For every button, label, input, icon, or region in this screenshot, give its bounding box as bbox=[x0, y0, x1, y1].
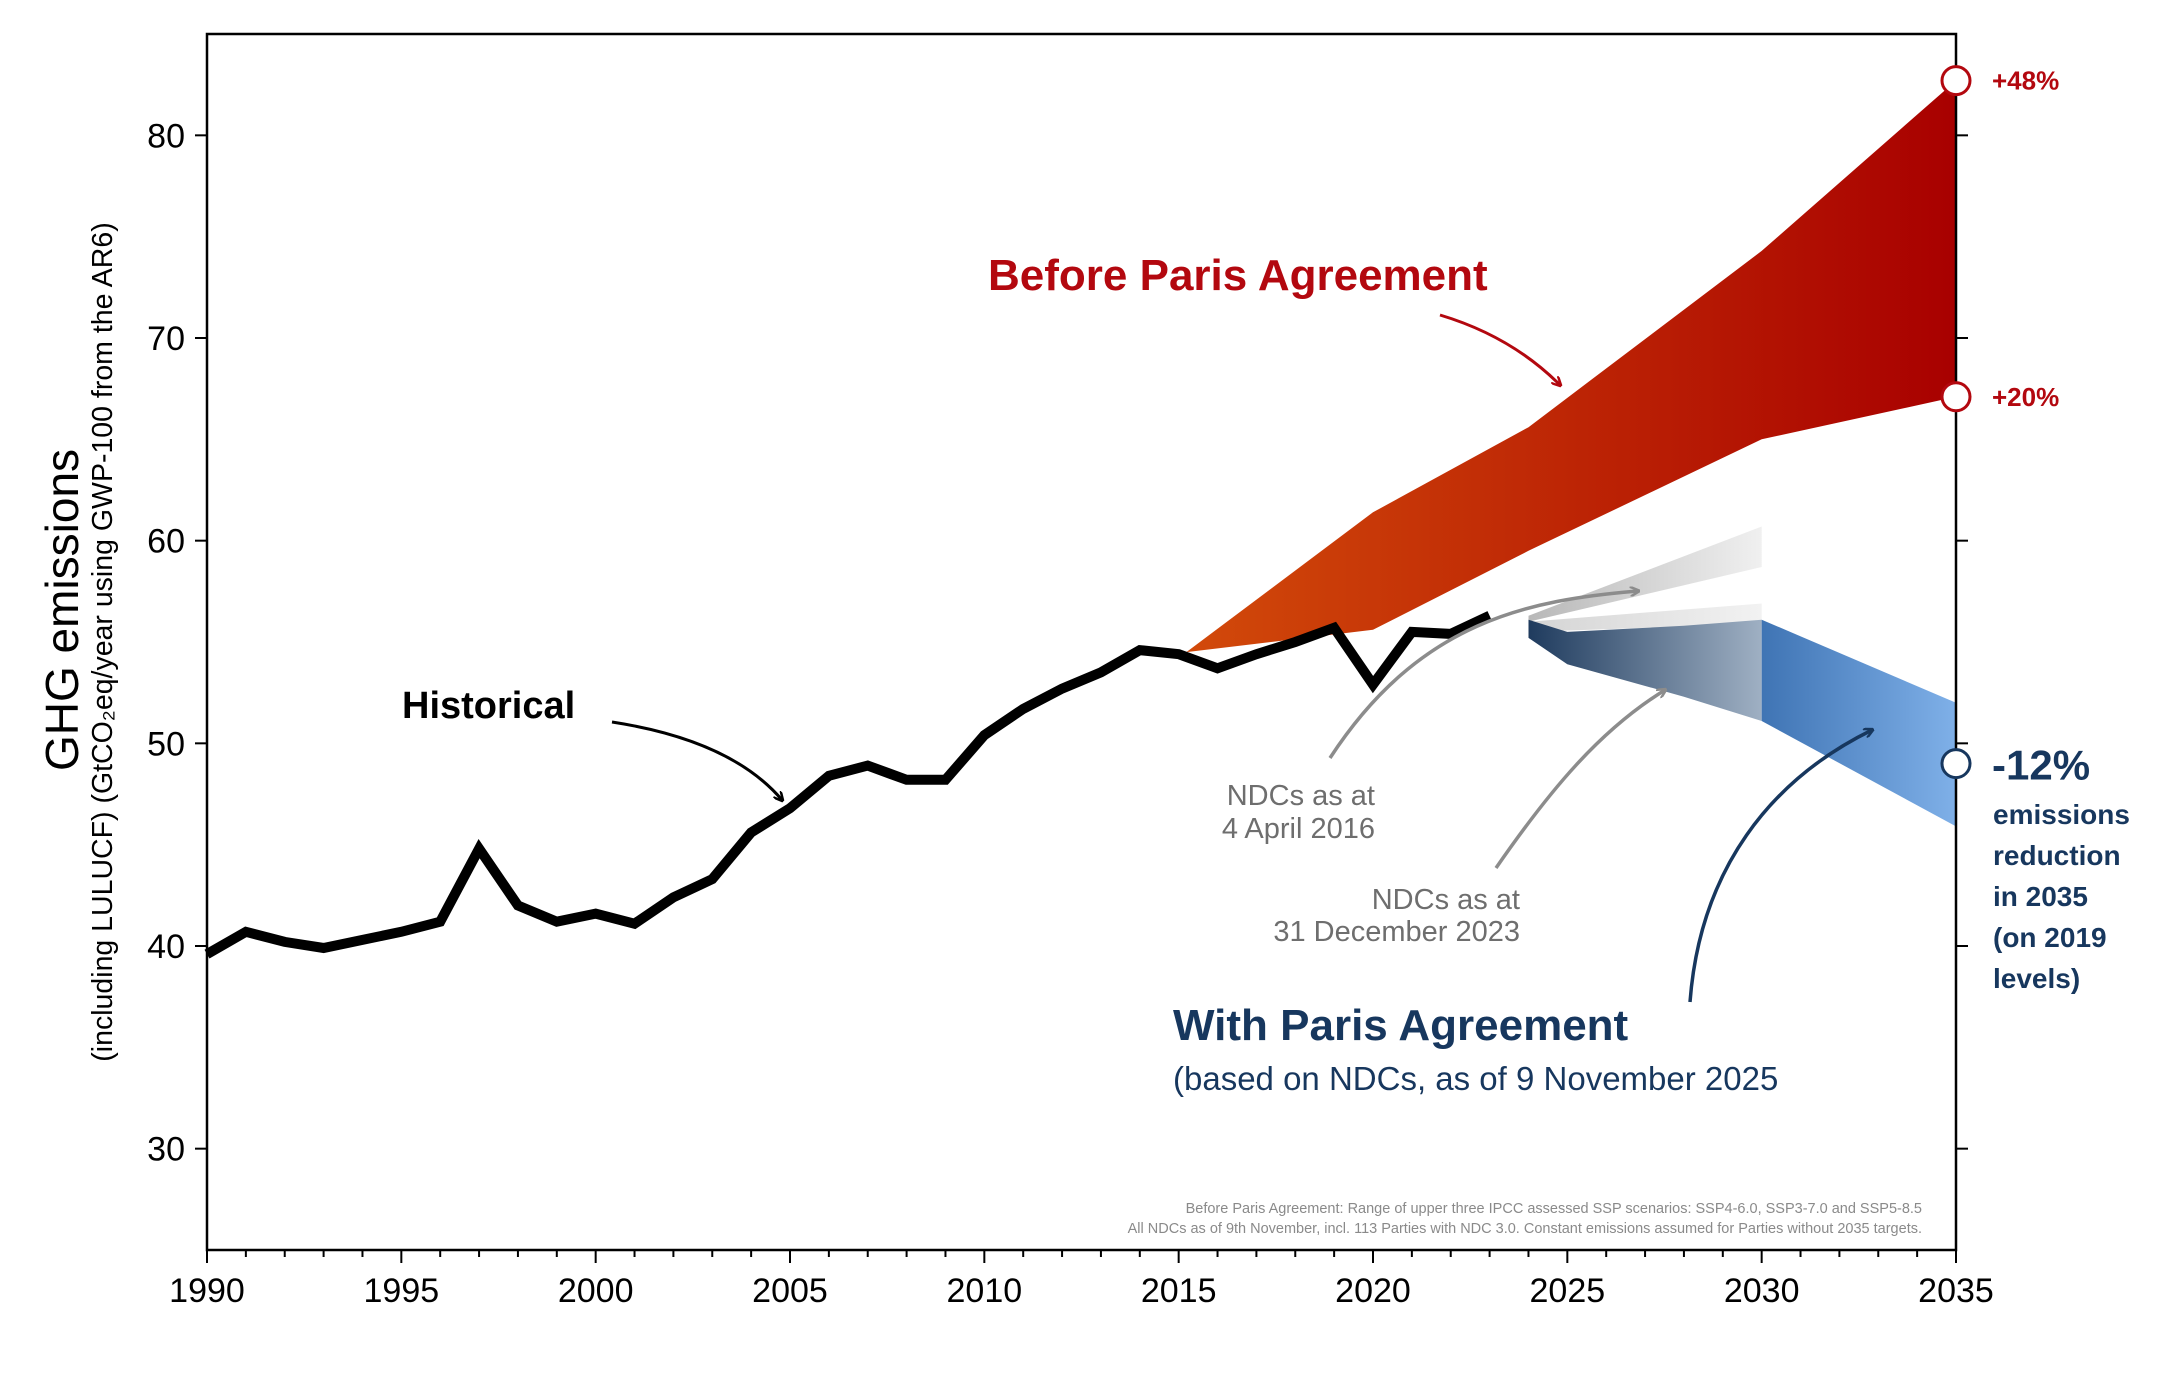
end-marker-label: -12% bbox=[1992, 742, 2090, 789]
historical-series bbox=[204, 611, 1492, 959]
ndc2016-arrow bbox=[1328, 591, 1638, 759]
end-marker-circle bbox=[1940, 748, 1972, 780]
x-tick-label: 2030 bbox=[1724, 1272, 1800, 1310]
reduction-line-4: (on 2019 bbox=[1993, 922, 2107, 953]
end-markers: +48% +20% -12% bbox=[1940, 65, 2090, 789]
ndc2016-label-line2: 4 April 2016 bbox=[1222, 813, 1375, 845]
historical-label: Historical bbox=[402, 685, 575, 727]
ndc2023-label-line2: 31 December 2023 bbox=[1273, 916, 1520, 948]
band-before-paris-agreement bbox=[1186, 80, 1956, 653]
line-historical bbox=[204, 611, 1492, 959]
end-marker-label: +20% bbox=[1992, 382, 2059, 412]
footnote-1: Before Paris Agreement: Range of upper t… bbox=[1186, 1201, 1922, 1217]
x-tick-label: 1995 bbox=[364, 1272, 440, 1310]
footnote-2: All NDCs as of 9th November, incl. 113 P… bbox=[1128, 1221, 1922, 1237]
end-marker-circle bbox=[1940, 381, 1972, 413]
plot-frame bbox=[205, 32, 1958, 1252]
reduction-line-5: levels) bbox=[1993, 963, 2080, 994]
x-tick-label: 2035 bbox=[1918, 1272, 1994, 1310]
ndc2023-label-line1: NDCs as at bbox=[1372, 884, 1520, 916]
x-tick-label: 2000 bbox=[558, 1272, 634, 1310]
x-axis: 1990 1995 2000 2005 2010 2015 2020 2025 2030 2035 bbox=[169, 1250, 1994, 1310]
end-marker-label: +48% bbox=[1992, 66, 2059, 96]
reduction-line-3: in 2035 bbox=[1993, 881, 2088, 912]
y-axis: 30 40 50 60 70 80 bbox=[147, 117, 1968, 1169]
y-axis-label-sub: (including LULUCF) (GtCO₂eq/year using G… bbox=[87, 222, 119, 1061]
end-marker-circle bbox=[1940, 65, 1972, 97]
reduction-line-2: reduction bbox=[1993, 840, 2121, 871]
historical-arrow bbox=[611, 720, 782, 800]
x-tick-label: 1990 bbox=[169, 1272, 245, 1310]
with-paris-subtitle: (based on NDCs, as of 9 November 2025 bbox=[1173, 1060, 1778, 1097]
band-with-paris-agreement-2030-2035 bbox=[1761, 619, 1956, 827]
ndc2023-arrow bbox=[1494, 690, 1665, 869]
y-tick-label: 80 bbox=[147, 117, 185, 155]
x-tick-label: 2005 bbox=[752, 1272, 828, 1310]
x-tick-label: 2020 bbox=[1335, 1272, 1411, 1310]
band-with-paris-agreement bbox=[1528, 619, 1762, 721]
x-tick-label: 2015 bbox=[1141, 1272, 1217, 1310]
reduction-line-1: emissions bbox=[1993, 799, 2130, 830]
before-paris-label: Before Paris Agreement bbox=[988, 251, 1488, 300]
y-tick-label: 40 bbox=[147, 928, 185, 966]
y-tick-label: 60 bbox=[147, 523, 185, 561]
ndc2016-label-line1: NDCs as at bbox=[1227, 780, 1375, 812]
before-paris-arrow bbox=[1439, 313, 1560, 385]
with-paris-title: With Paris Agreement bbox=[1173, 1001, 1629, 1050]
x-tick-label: 2025 bbox=[1530, 1272, 1606, 1310]
y-axis-label-main: GHG emissions bbox=[36, 449, 88, 771]
range-bands bbox=[1186, 80, 1956, 827]
x-tick-label: 2010 bbox=[947, 1272, 1023, 1310]
y-tick-label: 30 bbox=[147, 1131, 185, 1169]
with-paris-arrow bbox=[1688, 730, 1872, 1003]
y-tick-label: 70 bbox=[147, 320, 185, 358]
y-tick-label: 50 bbox=[147, 725, 185, 763]
